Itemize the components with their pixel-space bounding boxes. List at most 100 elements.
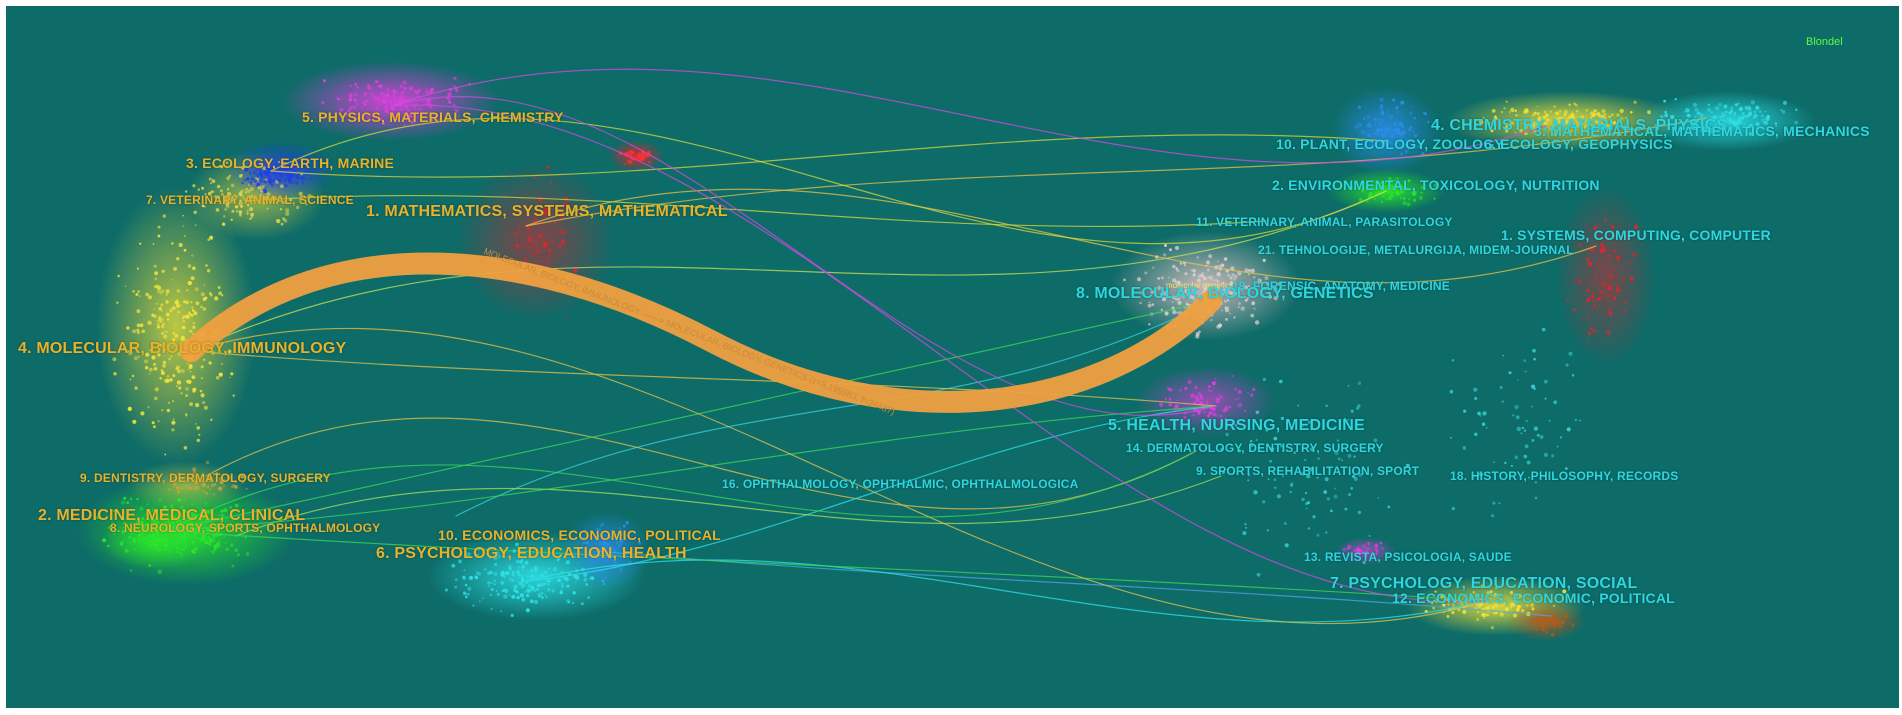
publication-point [260, 175, 264, 179]
publication-point [1451, 611, 1455, 615]
publication-point [1617, 120, 1620, 123]
publication-point [1516, 601, 1519, 604]
publication-point [1353, 549, 1357, 553]
publication-point [402, 80, 407, 85]
publication-point [559, 590, 563, 595]
publication-point [1753, 110, 1757, 114]
publication-point [206, 477, 209, 481]
publication-point [452, 85, 456, 88]
publication-point [595, 558, 598, 562]
publication-point [1373, 132, 1376, 135]
publication-point [1397, 142, 1399, 144]
publication-point [348, 93, 353, 98]
publication-point [166, 312, 170, 317]
publication-point [1560, 436, 1563, 439]
publication-point [1379, 104, 1384, 108]
publication-point [1207, 388, 1210, 392]
publication-point [233, 194, 237, 198]
publication-point [1221, 292, 1225, 296]
publication-point [1607, 254, 1611, 258]
publication-point [1532, 348, 1536, 353]
publication-point [339, 107, 344, 112]
publication-point [1205, 401, 1209, 404]
publication-point [1264, 275, 1269, 281]
publication-point [1237, 397, 1240, 400]
publication-point [1529, 124, 1533, 127]
publication-point [1370, 185, 1374, 189]
publication-point [1262, 377, 1267, 382]
publication-point [1309, 467, 1314, 472]
publication-point [527, 226, 531, 230]
publication-point [1210, 318, 1213, 322]
publication-point [1244, 298, 1248, 302]
publication-point [1525, 109, 1529, 114]
publication-point [1531, 405, 1534, 408]
publication-point [161, 318, 164, 321]
publication-point [1554, 117, 1559, 122]
publication-point [246, 177, 250, 181]
publication-point [1737, 102, 1740, 105]
publication-point [525, 608, 531, 613]
publication-point [209, 361, 213, 365]
publication-point [517, 228, 521, 231]
publication-point [399, 84, 403, 88]
publication-point [1723, 104, 1728, 109]
publication-point [187, 379, 192, 384]
publication-point [1164, 397, 1167, 400]
publication-point [182, 225, 185, 228]
publication-point [399, 95, 401, 98]
publication-point [1602, 284, 1606, 288]
publication-point [218, 291, 223, 296]
publication-point [1305, 491, 1308, 495]
publication-point [266, 192, 271, 197]
publication-point [1517, 379, 1519, 381]
publication-point [210, 550, 212, 553]
publication-point [1572, 623, 1575, 626]
publication-point [1177, 292, 1180, 295]
publication-point [345, 112, 348, 116]
publication-point [1514, 131, 1517, 134]
publication-point [1535, 628, 1538, 631]
publication-point [543, 582, 546, 585]
publication-point [306, 169, 310, 173]
publication-point [1384, 127, 1389, 131]
publication-point [1358, 122, 1362, 127]
publication-point [136, 517, 141, 522]
publication-point [1753, 113, 1758, 118]
publication-point [1544, 397, 1547, 400]
publication-point [1368, 192, 1373, 197]
publication-point [154, 396, 158, 401]
publication-point [1475, 603, 1478, 607]
publication-point [1194, 289, 1199, 294]
cited-cluster-label-13: 13. REVISTA, PSICOLOGIA, SAUDE [1304, 550, 1512, 564]
publication-point [405, 105, 408, 109]
publication-point [1558, 116, 1561, 120]
publication-point [147, 295, 152, 300]
publication-point [555, 232, 557, 235]
publication-point [1541, 627, 1545, 632]
publication-point [1625, 116, 1628, 119]
publication-point [1697, 111, 1701, 115]
publication-point [1407, 179, 1411, 183]
publication-point [547, 211, 551, 216]
publication-point [157, 569, 162, 574]
publication-point [1553, 620, 1558, 625]
publication-point [1592, 328, 1597, 333]
publication-point [1760, 114, 1764, 118]
publication-point [1735, 121, 1739, 124]
publication-point [1493, 593, 1498, 598]
publication-point [1552, 615, 1556, 620]
publication-point [1514, 599, 1517, 603]
publication-point [494, 562, 498, 567]
publication-point [1206, 268, 1210, 272]
publication-point [1526, 460, 1531, 465]
publication-point [207, 536, 211, 539]
publication-point [158, 316, 162, 320]
publication-point [1783, 100, 1787, 105]
publication-point [193, 475, 195, 477]
publication-point [176, 520, 180, 525]
publication-point [1594, 275, 1597, 279]
publication-point [597, 533, 602, 538]
publication-point [560, 588, 563, 592]
publication-point [598, 541, 603, 545]
